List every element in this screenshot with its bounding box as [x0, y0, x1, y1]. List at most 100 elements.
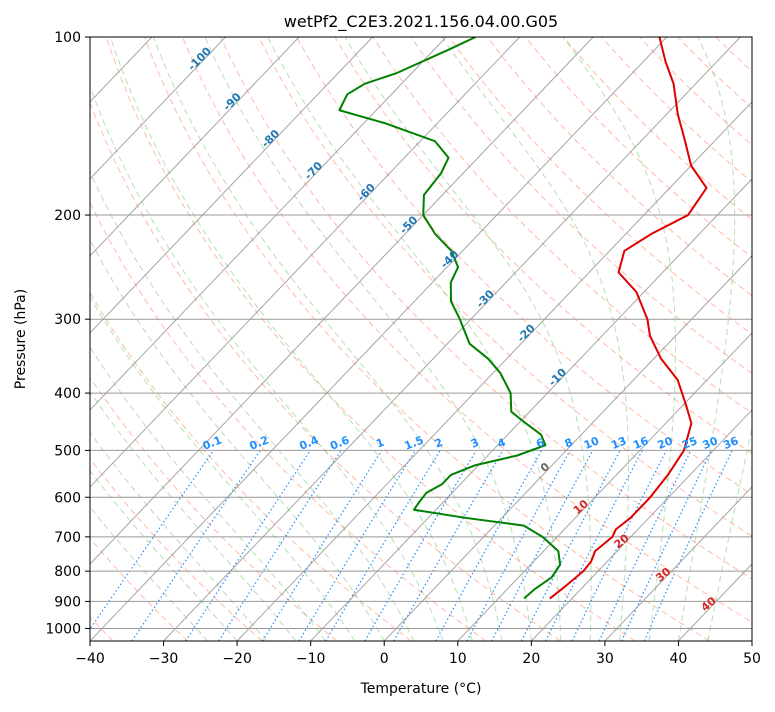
x-tick-label: −40 [75, 651, 105, 667]
dry-adiabat [715, 37, 752, 73]
dry-adiabat [220, 37, 752, 580]
dry-adiabat-label: -10 [546, 366, 569, 389]
mixing-ratio-label: 10 [582, 434, 601, 452]
isotherm-line [236, 101, 752, 641]
y-tick-label: 900 [54, 594, 81, 610]
dry-adiabat [182, 37, 752, 623]
isotherm-line [90, 37, 668, 641]
mixing-ratio-label: 1 [374, 436, 386, 451]
x-tick-label: 0 [380, 651, 389, 667]
moist-adiabat [267, 37, 562, 641]
moist-adiabat [677, 37, 736, 641]
dry-adiabat [524, 37, 752, 259]
dry-adiabat [448, 37, 752, 335]
y-tick-label: 800 [54, 564, 81, 580]
moist-adiabat [90, 170, 415, 641]
dry-adiabat-label: -70 [302, 159, 325, 182]
mixing-ratio-label: 0.6 [328, 433, 351, 452]
plot-frame [89, 36, 753, 642]
isotherm-line [90, 37, 594, 565]
mixing-ratio-line [218, 450, 342, 641]
chart-title: wetPf2_C2E3.2021.156.04.00.G05 [284, 12, 558, 32]
mixing-ratio-line [621, 450, 713, 641]
dry-adiabat [601, 37, 752, 183]
curve-labels: 0.1 0.2 0.4 0.6 1 1.5 2 3 4 6 8 10 13 16 20 25 30 36-100-… [185, 44, 740, 614]
mixing-ratio-label: 8 [563, 436, 575, 451]
x-tick-label: 50 [743, 651, 761, 667]
mixing-ratio-line [598, 450, 692, 641]
isotherm-line [383, 255, 752, 641]
moist-adiabat [344, 37, 592, 641]
y-tick-label: 100 [54, 30, 81, 46]
dry-adiabat-label: -20 [515, 321, 538, 344]
mixing-ratio-label: 0.4 [298, 433, 321, 452]
mixing-ratio-label: 4 [496, 436, 508, 451]
moist-adiabat [90, 346, 326, 641]
mixing-ratio-line [545, 450, 643, 641]
isotherm-line [0, 37, 5, 641]
mixing-ratio-line [131, 450, 261, 641]
x-tick-label: 40 [670, 651, 688, 667]
isotherm-line [90, 37, 521, 488]
mixing-ratio-line [325, 450, 441, 641]
y-tick-label: 400 [54, 386, 81, 402]
dry-adiabat-label: -50 [397, 213, 420, 236]
dry-adiabat [334, 37, 752, 455]
dry-adiabat-label: -30 [474, 287, 497, 310]
dry-adiabat [105, 37, 636, 641]
profile-lines [338, 37, 708, 600]
y-tick-label: 1000 [45, 621, 81, 637]
dry-adiabat [143, 37, 710, 641]
isotherm-line [90, 37, 300, 257]
moist-adiabat [90, 84, 444, 641]
dry-adiabat [90, 376, 338, 641]
mixing-ratio-label: 36 [721, 434, 740, 452]
dry-adiabat-label: -60 [355, 181, 378, 204]
mixing-ratio-line [364, 450, 477, 641]
moist-adiabat [90, 238, 385, 641]
dry-adiabat [90, 291, 412, 641]
x-tick-label: −10 [296, 651, 326, 667]
mixing-ratio-label: 3 [469, 436, 481, 451]
moist-adiabat [204, 37, 532, 641]
isotherm-line [604, 486, 752, 641]
y-tick-label: 200 [54, 208, 81, 224]
moist-adiabat [90, 431, 267, 641]
mixing-ratio-line [393, 450, 504, 641]
isotherm-line [90, 37, 447, 411]
mixing-ratio-label: 13 [609, 434, 628, 452]
moist-adiabat-label: 40 [699, 594, 719, 614]
isotherm-line [90, 37, 373, 334]
dry-adiabat [296, 37, 752, 496]
y-tick-label: 500 [54, 443, 81, 459]
moist-adiabat [707, 426, 752, 641]
mixing-ratio-line [185, 450, 311, 641]
dry-adiabat [90, 457, 263, 641]
isotherm-line [530, 409, 752, 641]
moist-adiabat [562, 37, 677, 641]
mixing-ratio-label: 2 [433, 436, 445, 451]
mixing-ratio-label: 25 [680, 434, 699, 452]
x-axis: −40 −30 −20 −10 0 10 20 30 40 50 [75, 641, 761, 667]
x-axis-title: Temperature (°C) [360, 681, 482, 697]
moist-adiabat [90, 390, 297, 641]
y-axis-title: Pressure (hPa) [13, 289, 29, 389]
mixing-ratio-line [298, 450, 416, 641]
moist-adiabat [109, 37, 473, 641]
temperature-line [549, 37, 708, 600]
moist-adiabat [441, 37, 630, 641]
isotherm-line [751, 640, 752, 641]
isotherm-line [163, 37, 741, 641]
dry-adiabat [258, 37, 752, 537]
mixing-ratio-line [90, 450, 215, 631]
mixing-ratio-line [466, 450, 571, 641]
moist-adiabat [152, 37, 503, 641]
mixing-ratio-line [643, 450, 733, 641]
mixing-ratio-label: 30 [701, 434, 720, 452]
dry-adiabat [410, 37, 752, 375]
y-tick-label: 300 [54, 312, 81, 328]
background-lines [90, 37, 752, 641]
x-tick-label: 20 [522, 651, 540, 667]
